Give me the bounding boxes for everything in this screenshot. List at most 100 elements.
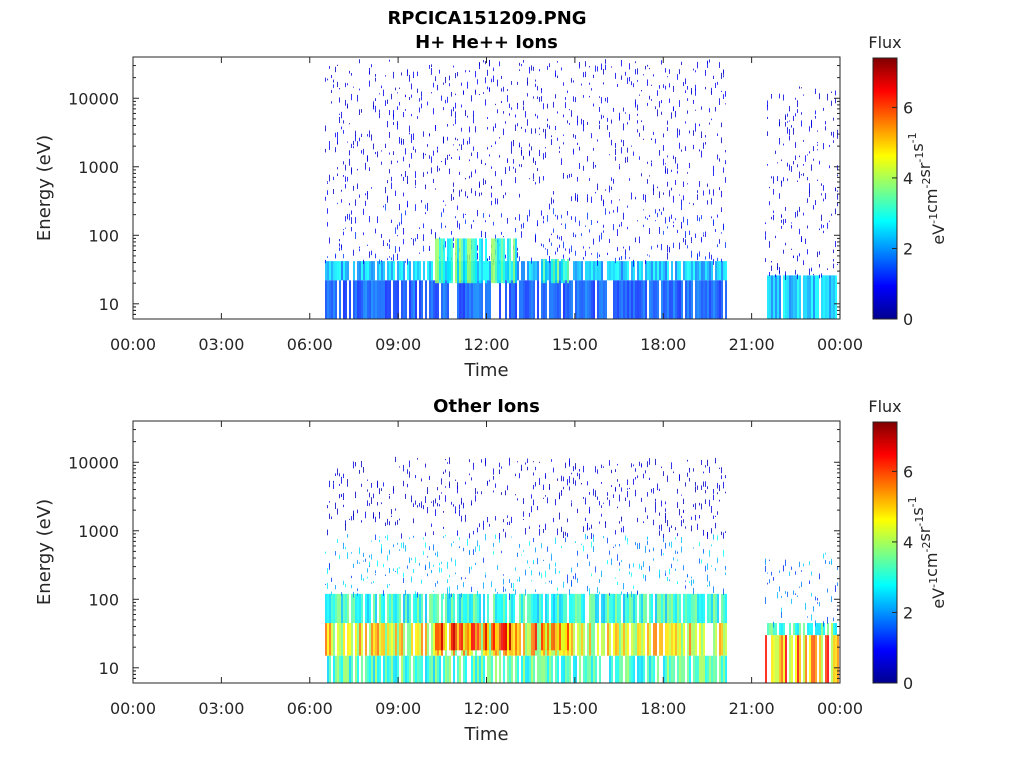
cell (505, 490, 506, 496)
cell (381, 161, 382, 165)
cell (325, 196, 326, 201)
cell (829, 275, 831, 319)
cell (431, 229, 432, 235)
cell (639, 563, 640, 569)
cell (529, 623, 531, 656)
cell (343, 130, 344, 134)
cell (393, 254, 394, 262)
cell (665, 542, 666, 549)
cell (587, 261, 589, 281)
cell (683, 195, 684, 201)
cell (725, 531, 726, 533)
cell (571, 110, 572, 117)
cell (533, 499, 534, 506)
cell (721, 258, 722, 263)
cell (693, 261, 695, 281)
cell (697, 261, 699, 281)
cell (801, 87, 802, 89)
cell (765, 635, 767, 683)
unit-superscript: -2 (920, 178, 933, 189)
cell (559, 623, 561, 651)
cell (585, 655, 587, 683)
cell (653, 74, 654, 77)
cell (697, 523, 698, 530)
cell (713, 189, 714, 196)
cell (685, 580, 686, 582)
cell (665, 515, 666, 523)
cell (349, 158, 350, 166)
cell (691, 241, 692, 244)
cell (425, 153, 426, 156)
cell (465, 593, 467, 624)
cell (681, 226, 682, 229)
cell (437, 580, 438, 584)
cell (425, 532, 426, 537)
cell (369, 71, 370, 75)
cell (657, 483, 658, 491)
cell (467, 280, 469, 319)
cell (795, 623, 797, 636)
cell (663, 192, 664, 195)
cell (379, 112, 380, 119)
cell (447, 136, 448, 141)
cell (351, 73, 352, 76)
cell (471, 95, 472, 102)
cell (477, 79, 478, 85)
cell (611, 558, 612, 566)
cell (721, 137, 722, 144)
cell (479, 62, 480, 70)
cell (677, 623, 679, 656)
cell (797, 180, 798, 182)
cell (611, 485, 612, 488)
cell (437, 151, 438, 153)
cell (701, 655, 703, 683)
cell (435, 232, 436, 235)
cell (363, 232, 364, 236)
cell (597, 469, 598, 472)
cell (489, 523, 490, 527)
cell (675, 593, 677, 624)
cell (601, 464, 602, 469)
cell (611, 469, 612, 474)
cell (669, 579, 670, 582)
cell (375, 516, 376, 523)
cell (385, 187, 386, 194)
cell (813, 205, 814, 210)
cell (467, 238, 469, 284)
cell (717, 154, 718, 160)
cell (705, 565, 706, 572)
cell (403, 464, 404, 472)
cell (661, 549, 662, 556)
cell (691, 525, 692, 532)
cell (357, 280, 359, 319)
cell (375, 623, 377, 656)
cell (653, 261, 655, 281)
cell (525, 280, 527, 319)
cell (627, 488, 628, 490)
cell (787, 591, 788, 597)
cell (789, 105, 790, 112)
cell (709, 122, 710, 125)
cell (473, 220, 474, 223)
cell (557, 528, 558, 536)
cell (591, 593, 593, 624)
cell (531, 655, 533, 683)
cell (835, 208, 836, 215)
cell (545, 473, 546, 479)
cell (797, 274, 798, 280)
cell (409, 593, 411, 624)
cell (329, 593, 331, 624)
cell (527, 560, 528, 564)
cell (623, 246, 624, 249)
cell (593, 238, 594, 245)
cell (601, 570, 602, 578)
cell (431, 523, 432, 527)
cell (585, 61, 586, 67)
cell (643, 194, 644, 200)
cell (827, 222, 828, 229)
cell (701, 106, 702, 110)
cell (543, 153, 544, 160)
spectrogram-cells (325, 59, 838, 319)
cell (581, 233, 582, 237)
cell (517, 252, 518, 258)
